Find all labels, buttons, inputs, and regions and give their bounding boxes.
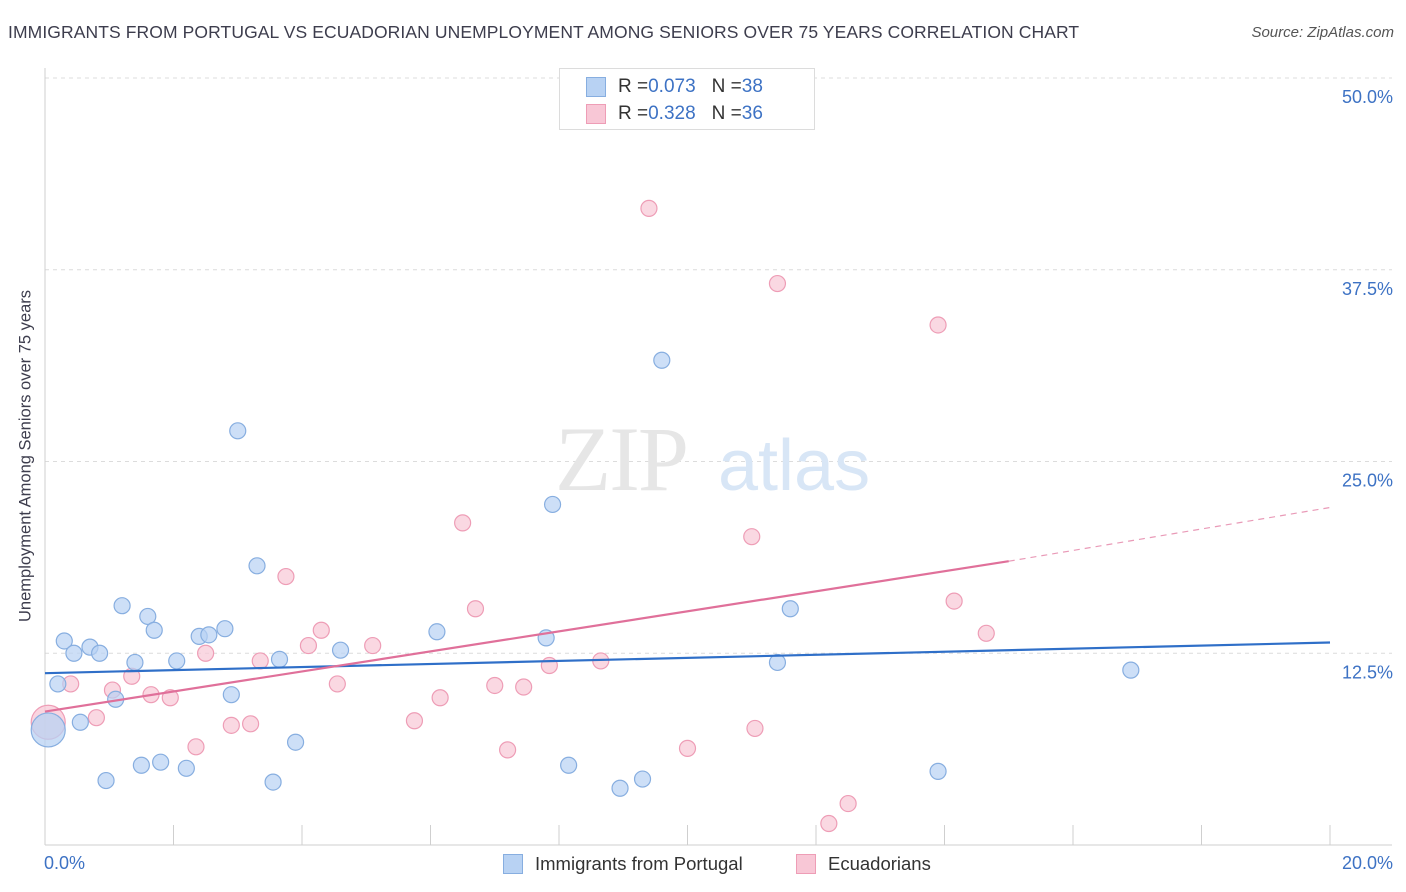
point-portugal (132, 756, 150, 774)
point-portugal (49, 675, 67, 693)
legend-label-ecuadorians: Ecuadorians (828, 853, 931, 874)
point-ecuadorian (515, 678, 533, 696)
point-ecuadorian (251, 652, 269, 670)
point-ecuadorian (87, 709, 106, 727)
point-portugal (145, 621, 163, 639)
point-portugal (428, 623, 446, 641)
point-portugal (1122, 661, 1140, 679)
point-portugal (55, 632, 73, 650)
y-tick-label: 25.0% (1342, 471, 1393, 491)
point-portugal (113, 597, 131, 615)
point-portugal (177, 759, 195, 777)
point-portugal (248, 557, 266, 575)
legend-row-portugal: R = 0.073 N = 38 (586, 74, 763, 100)
legend-n-value: 38 (741, 76, 763, 97)
point-ecuadorian (299, 636, 318, 655)
point-ecuadorian (486, 676, 504, 695)
point-portugal (168, 652, 186, 670)
point-portugal (270, 650, 289, 668)
point-ecuadorian (746, 719, 764, 738)
point-portugal (560, 756, 578, 774)
legend-item-ecuadorians: Ecuadorians (796, 851, 931, 877)
x-tick-label: 20.0% (1342, 853, 1393, 873)
legend-swatch-ecuadorians (796, 854, 816, 874)
point-portugal (929, 762, 947, 780)
trendline-portugal (44, 641, 1331, 675)
legend-r-label: R = (618, 103, 649, 124)
point-ecuadorian (242, 715, 260, 733)
point-portugal (331, 641, 350, 659)
point-portugal (30, 712, 66, 748)
point-ecuadorian (328, 675, 346, 693)
point-portugal (126, 653, 144, 672)
x-tick-label: 0.0% (44, 853, 85, 873)
legend-item-portugal: Immigrants from Portugal (503, 851, 743, 877)
point-ecuadorian (768, 274, 787, 293)
legend-r-label: R = (618, 76, 649, 97)
y-tick-label: 37.5% (1342, 279, 1393, 299)
point-ecuadorian (977, 624, 995, 642)
trendline-ecuadorians (44, 560, 1009, 713)
chart-title: IMMIGRANTS FROM PORTUGAL VS ECUADORIAN U… (8, 22, 1080, 42)
point-portugal (633, 770, 652, 788)
point-ecuadorian (945, 592, 963, 610)
watermark-atlas: atlas (718, 426, 870, 506)
point-ecuadorian (929, 316, 947, 334)
point-ecuadorian (820, 814, 838, 833)
legend-n-label: N = (711, 103, 742, 124)
point-ecuadorian (431, 689, 449, 707)
point-ecuadorian (312, 621, 330, 639)
point-portugal (543, 495, 562, 514)
y-tick-label: 12.5% (1342, 662, 1393, 682)
point-portugal (768, 653, 787, 672)
watermark-zip: ZIP (555, 408, 687, 510)
legend-n-label: N = (711, 76, 742, 97)
point-portugal (97, 771, 115, 790)
point-portugal (264, 773, 282, 791)
point-ecuadorian (640, 199, 658, 217)
point-portugal (222, 686, 240, 704)
point-ecuadorian (839, 794, 857, 813)
legend-label-portugal: Immigrants from Portugal (535, 853, 743, 874)
legend-swatch-portugal (586, 77, 606, 97)
point-portugal (65, 644, 83, 662)
legend-correlation: R = 0.073 N = 38 R = 0.328 N = 36 (559, 68, 815, 130)
legend-swatch-portugal (503, 854, 523, 874)
point-portugal (229, 422, 247, 440)
point-ecuadorian (743, 528, 761, 546)
point-portugal (71, 713, 89, 731)
point-ecuadorian (277, 567, 295, 586)
legend-swatch-ecuadorians (586, 104, 606, 124)
point-ecuadorian (678, 739, 697, 757)
point-ecuadorian (222, 716, 240, 734)
point-ecuadorian (405, 712, 424, 730)
point-portugal (781, 600, 799, 618)
point-ecuadorian (454, 514, 472, 532)
point-ecuadorian (466, 600, 485, 618)
legend-n-value: 36 (741, 103, 763, 124)
point-portugal (216, 620, 234, 638)
point-ecuadorian (187, 738, 205, 756)
point-portugal (200, 626, 218, 644)
legend-row-ecuadorians: R = 0.328 N = 36 (586, 101, 763, 127)
source-attribution: Source: ZipAtlas.com (1251, 24, 1394, 41)
legend-r-value: 0.328 (648, 103, 696, 124)
legend-r-value: 0.073 (648, 76, 696, 97)
point-ecuadorian (197, 644, 215, 662)
point-portugal (286, 733, 305, 751)
y-tick-label: 50.0% (1342, 87, 1393, 107)
point-portugal (91, 644, 109, 662)
point-portugal (152, 753, 170, 771)
point-portugal (653, 351, 671, 369)
trendline-ecuadorians-extension (1008, 506, 1331, 562)
point-portugal (139, 607, 157, 626)
point-portugal (611, 779, 629, 797)
point-ecuadorian (364, 636, 382, 655)
point-ecuadorian (499, 741, 517, 759)
